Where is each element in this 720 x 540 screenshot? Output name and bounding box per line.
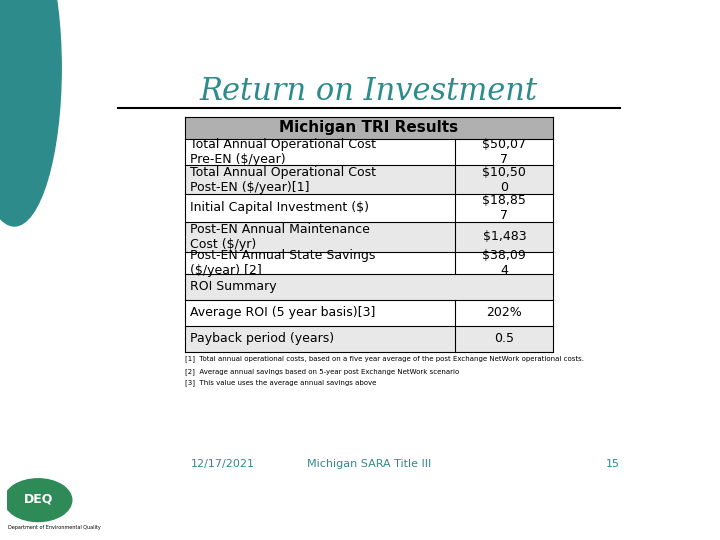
Text: Michigan SARA Title III: Michigan SARA Title III xyxy=(307,459,431,469)
FancyBboxPatch shape xyxy=(185,274,553,300)
Text: Department of Environmental Quality: Department of Environmental Quality xyxy=(8,525,100,530)
Text: [1]  Total annual operational costs, based on a five year average of the post Ex: [1] Total annual operational costs, base… xyxy=(185,355,584,362)
FancyBboxPatch shape xyxy=(185,300,553,326)
Text: Payback period (years): Payback period (years) xyxy=(190,332,335,345)
FancyBboxPatch shape xyxy=(185,326,553,352)
Text: [2]  Average annual savings based on 5-year post Exchange NetWork scenario: [2] Average annual savings based on 5-ye… xyxy=(185,368,459,375)
Text: 15: 15 xyxy=(606,459,620,469)
FancyBboxPatch shape xyxy=(185,117,553,139)
Text: [3]  This value uses the average annual savings above: [3] This value uses the average annual s… xyxy=(185,379,377,386)
FancyBboxPatch shape xyxy=(185,222,553,252)
Text: $10,50
0: $10,50 0 xyxy=(482,166,526,193)
Text: 12/17/2021: 12/17/2021 xyxy=(190,459,254,469)
Text: Average ROI (5 year basis)[3]: Average ROI (5 year basis)[3] xyxy=(190,306,376,319)
Text: $50,07
7: $50,07 7 xyxy=(482,138,526,166)
Text: ROI Summary: ROI Summary xyxy=(190,280,277,293)
Text: Michigan TRI Results: Michigan TRI Results xyxy=(279,120,459,136)
Text: Initial Capital Investment ($): Initial Capital Investment ($) xyxy=(190,201,369,214)
FancyBboxPatch shape xyxy=(185,252,553,274)
Text: DEQ: DEQ xyxy=(24,492,53,505)
Text: 0.5: 0.5 xyxy=(495,332,514,345)
Text: Total Annual Operational Cost
Pre-EN ($/year): Total Annual Operational Cost Pre-EN ($/… xyxy=(190,138,377,166)
FancyBboxPatch shape xyxy=(185,194,553,222)
Text: $18,85
7: $18,85 7 xyxy=(482,194,526,222)
Text: $1,483: $1,483 xyxy=(482,231,526,244)
Circle shape xyxy=(0,0,61,226)
Text: $38,09
4: $38,09 4 xyxy=(482,249,526,276)
Text: Total Annual Operational Cost
Post-EN ($/year)[1]: Total Annual Operational Cost Post-EN ($… xyxy=(190,166,377,193)
FancyBboxPatch shape xyxy=(185,139,553,165)
Text: 202%: 202% xyxy=(487,306,522,319)
Text: Return on Investment: Return on Investment xyxy=(200,76,538,107)
FancyBboxPatch shape xyxy=(185,165,553,194)
Circle shape xyxy=(4,479,72,522)
Text: Post-EN Annual Maintenance
Cost ($/yr): Post-EN Annual Maintenance Cost ($/yr) xyxy=(190,223,370,251)
Text: Post-EN Annual State Savings
($/year) [2]: Post-EN Annual State Savings ($/year) [2… xyxy=(190,249,376,276)
